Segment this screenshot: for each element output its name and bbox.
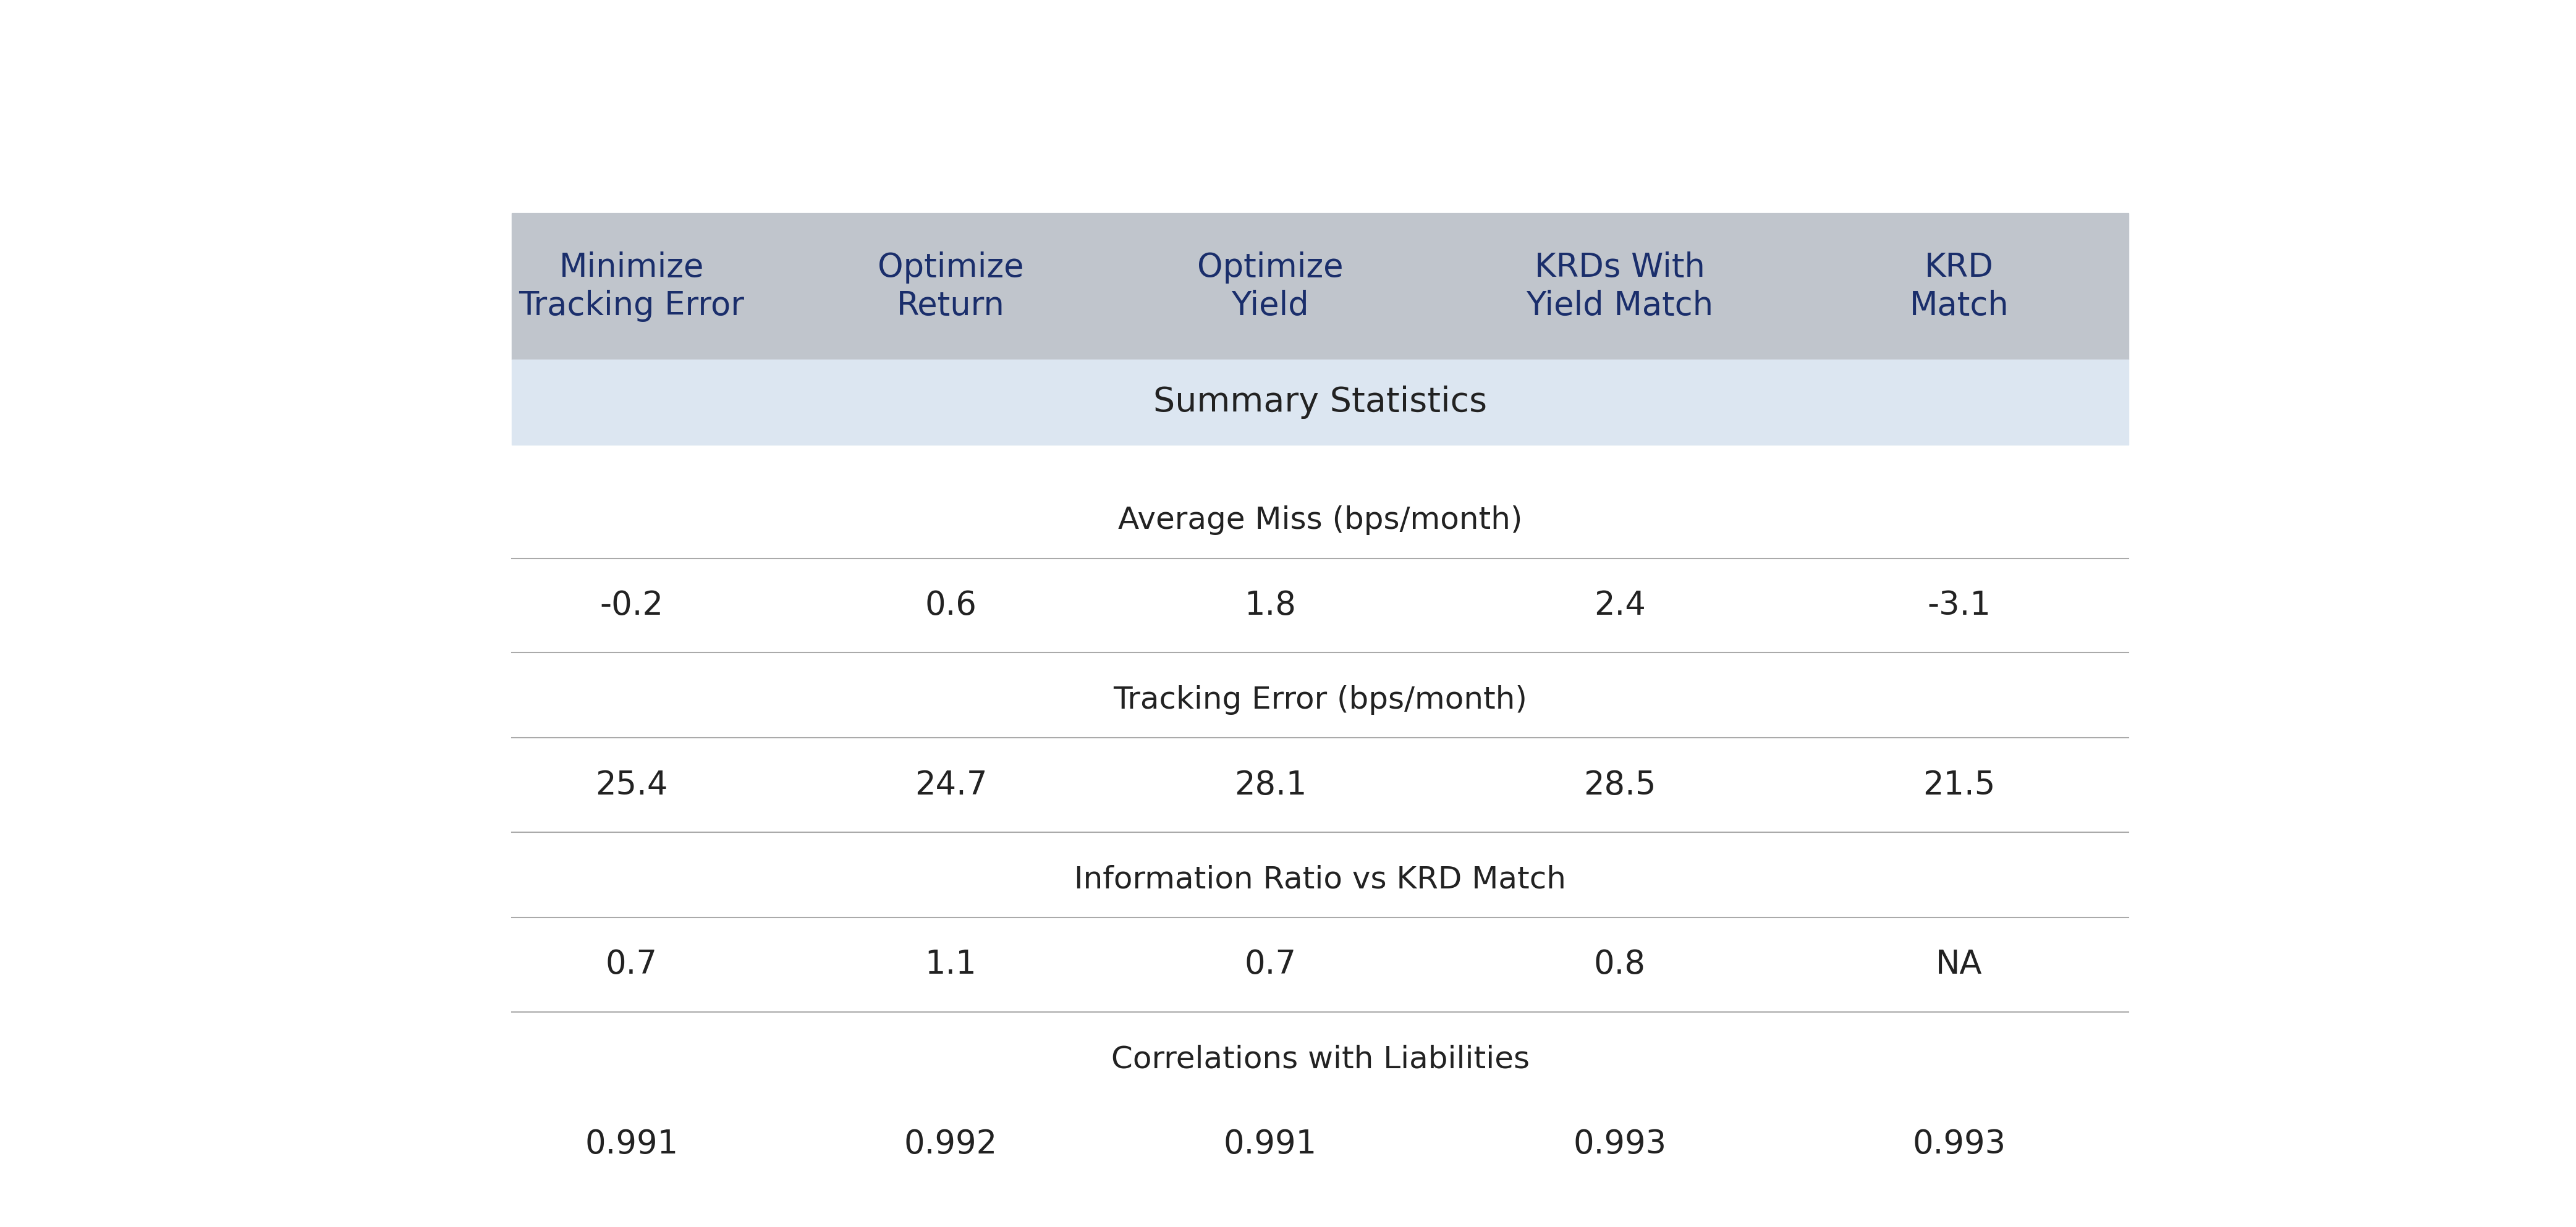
Text: 1.1: 1.1 xyxy=(925,948,976,980)
Text: 1.8: 1.8 xyxy=(1244,589,1296,622)
Text: KRD: KRD xyxy=(1924,252,1994,283)
Text: 0.991: 0.991 xyxy=(585,1128,677,1160)
Text: 0.7: 0.7 xyxy=(1244,948,1296,980)
Bar xyxy=(513,213,2128,360)
Text: NA: NA xyxy=(1935,948,1984,980)
Text: 0.8: 0.8 xyxy=(1595,948,1646,980)
Text: -0.2: -0.2 xyxy=(600,589,662,622)
Text: Return: Return xyxy=(896,290,1005,321)
Text: 28.5: 28.5 xyxy=(1584,769,1656,801)
Bar xyxy=(513,360,2128,445)
Text: -3.1: -3.1 xyxy=(1927,589,1991,622)
Text: Yield Match: Yield Match xyxy=(1525,290,1713,321)
Text: KRDs With: KRDs With xyxy=(1535,252,1705,283)
Text: 25.4: 25.4 xyxy=(595,769,667,801)
Text: 21.5: 21.5 xyxy=(1922,769,1996,801)
Text: 0.993: 0.993 xyxy=(1911,1128,2007,1160)
Text: 0.7: 0.7 xyxy=(605,948,657,980)
Text: 0.992: 0.992 xyxy=(904,1128,997,1160)
Text: Summary Statistics: Summary Statistics xyxy=(1154,385,1486,418)
Text: 0.991: 0.991 xyxy=(1224,1128,1316,1160)
Text: Optimize: Optimize xyxy=(1198,252,1342,283)
Text: Correlations with Liabilities: Correlations with Liabilities xyxy=(1110,1044,1530,1074)
Text: Yield: Yield xyxy=(1231,290,1309,321)
Text: Optimize: Optimize xyxy=(878,252,1023,283)
Text: 0.993: 0.993 xyxy=(1574,1128,1667,1160)
Text: Tracking Error: Tracking Error xyxy=(518,290,744,321)
Text: Match: Match xyxy=(1909,290,2009,321)
Text: Average Miss (bps/month): Average Miss (bps/month) xyxy=(1118,506,1522,535)
Text: 28.1: 28.1 xyxy=(1234,769,1306,801)
Text: Minimize: Minimize xyxy=(559,252,703,283)
Text: Tracking Error (bps/month): Tracking Error (bps/month) xyxy=(1113,685,1528,715)
Text: 24.7: 24.7 xyxy=(914,769,987,801)
Text: Information Ratio vs KRD Match: Information Ratio vs KRD Match xyxy=(1074,865,1566,894)
Text: 2.4: 2.4 xyxy=(1595,589,1646,622)
Text: 0.6: 0.6 xyxy=(925,589,976,622)
